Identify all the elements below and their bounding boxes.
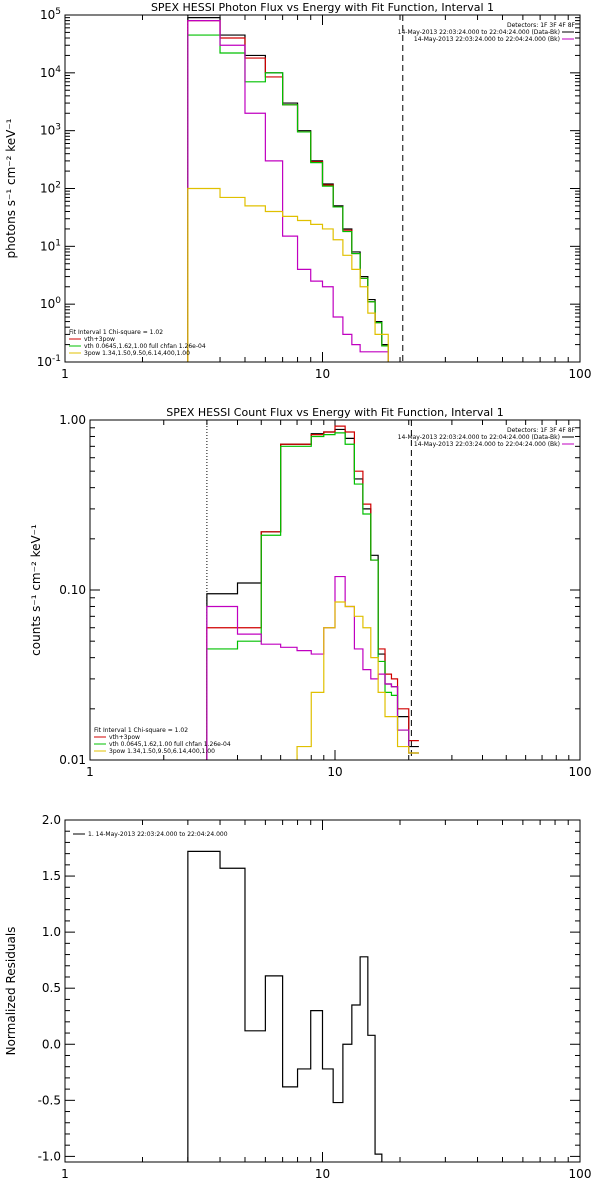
x-tick-label: 100: [569, 1167, 592, 1181]
y-tick-label: 1.0: [42, 925, 61, 939]
y-tick-exponent: 4: [55, 65, 61, 75]
x-tick-label: 10: [327, 765, 342, 779]
series-5-line: [206, 601, 419, 760]
chart-2: SPEX HESSI Count Flux vs Energy with Fit…: [29, 406, 592, 779]
series-2-line: [187, 20, 389, 362]
y-tick-label: -0.5: [38, 1093, 61, 1107]
y-tick-label: 0.10: [59, 583, 86, 597]
y-tick-exponent: -1: [52, 354, 61, 364]
y-axis-label: Normalized Residuals: [4, 927, 18, 1056]
y-tick-label: 1.00: [59, 413, 86, 427]
y-tick-label: 0.01: [59, 753, 86, 767]
legend-entry: vth+3pow: [84, 336, 115, 343]
legend-entry: 14-May-2013 22:03:24.000 to 22:04:24.000…: [414, 36, 560, 43]
series-4-line: [187, 20, 389, 362]
chart-title: SPEX HESSI Photon Flux vs Energy with Fi…: [151, 1, 494, 14]
y-axis-label: counts s⁻¹ cm⁻² keV⁻¹: [29, 524, 43, 656]
y-axis-label: photons s⁻¹ cm⁻² keV⁻¹: [4, 118, 18, 258]
y-tick-label: 104: [40, 65, 61, 80]
chart-title: SPEX HESSI Count Flux vs Energy with Fit…: [166, 406, 503, 419]
series-3-line: [187, 34, 389, 362]
y-tick-label: -1.0: [38, 1149, 61, 1163]
x-tick-label: 10: [315, 1167, 330, 1181]
y-tick-label: 0.0: [42, 1037, 61, 1051]
chart-3: 1 10 100 -1.0 -0.5 0.0 0.5 1.0 1.5 2.0 Normalized …: [4, 813, 591, 1181]
y-tick-label: 101: [40, 238, 61, 253]
chart-1: SPEX HESSI Photon Flux vs Energy with Fi…: [4, 1, 592, 381]
x-tick-label: 10: [315, 367, 330, 381]
series-group: [187, 17, 389, 362]
x-tick-label: 1: [86, 765, 94, 779]
y-tick-exponent: 0: [55, 296, 61, 306]
legend-entry: vth 0.0645,1.62,1.00 full chfan 1.26e-04: [84, 343, 206, 350]
y-tick-label: 103: [40, 123, 61, 138]
legend-entry: 1. 14-May-2013 22:03:24.000 to 22:04:24.…: [88, 831, 228, 838]
plot-frame: [64, 819, 581, 1163]
legend-entry: vth 0.0645,1.62,1.00 full chfan 1.26e-04: [109, 741, 231, 748]
y-tick-exponent: 1: [55, 238, 61, 248]
series-1-line: [187, 17, 389, 362]
legend-entry: 14-May-2013 22:03:24.000 to 22:04:24.000…: [398, 434, 560, 441]
series-group: [187, 850, 383, 1162]
y-tick-label: 0.5: [42, 981, 61, 995]
series-5-line: [187, 187, 389, 362]
series-4-line: [206, 575, 419, 760]
y-tick-label: 100: [40, 296, 61, 311]
legend-entry: 14-May-2013 22:03:24.000 to 22:04:24.000…: [414, 441, 560, 448]
legend-entry: Fit Interval 1 Chi-square = 1.02: [94, 727, 188, 734]
legend-entry: vth+3pow: [109, 734, 140, 741]
legend-entry: Detectors: 1F 3F 4F 8F: [507, 22, 576, 29]
y-tick-label: 2.0: [42, 813, 61, 827]
y-tick-exponent: 5: [55, 7, 61, 17]
y-tick-label: 10-1: [37, 354, 61, 369]
legend-entry: Detectors: 1F 3F 4F 8F: [507, 427, 576, 434]
plot-frame: [64, 14, 581, 363]
series-2-line: [206, 425, 419, 760]
y-tick-exponent: 3: [55, 123, 61, 133]
series-3-line: [206, 432, 419, 760]
legend-entry: 3pow 1.34,1.50,9.50,6.14,400,1.00: [84, 350, 190, 357]
y-tick-exponent: 2: [55, 181, 61, 191]
legend-entry: 14-May-2013 22:03:24.000 to 22:04:24.000…: [398, 29, 560, 36]
y-tick-label: 105: [40, 7, 61, 22]
x-tick-label: 1: [61, 1167, 69, 1181]
x-tick-label: 100: [569, 367, 592, 381]
x-tick-label: 1: [61, 367, 69, 381]
series-1-line: [187, 850, 383, 1162]
series-1-line: [206, 428, 419, 760]
x-tick-label: 100: [569, 765, 592, 779]
series-group: [206, 425, 419, 760]
legend-entry: 3pow 1.34,1.50,9.50,6.14,400,1.00: [109, 748, 215, 755]
legend-entry: Fit Interval 1 Chi-square = 1.02: [69, 329, 163, 336]
plot-frame: [89, 419, 581, 761]
y-tick-label: 102: [40, 181, 61, 196]
y-tick-label: 1.5: [42, 869, 61, 883]
